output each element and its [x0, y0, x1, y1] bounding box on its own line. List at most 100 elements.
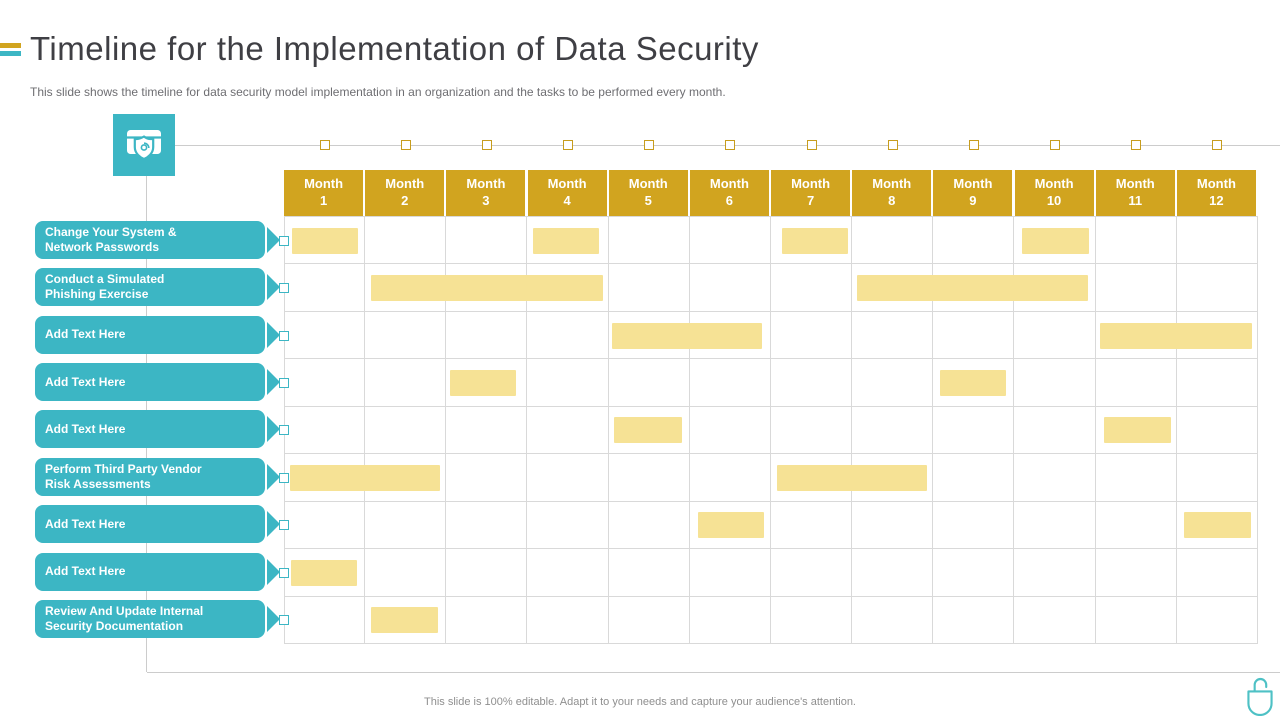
gantt-row [279, 217, 1258, 265]
grid-cell [1015, 501, 1096, 549]
month-header-10: Month 10 [1014, 170, 1094, 216]
grid-cell [609, 406, 690, 454]
task-label[interactable]: Add Text Here [35, 363, 265, 402]
task-label-arrow-icon [267, 606, 280, 633]
timeline-node-marker [887, 140, 898, 150]
gantt-bar[interactable] [857, 275, 1088, 302]
gantt-bar[interactable] [370, 275, 603, 302]
task-label[interactable]: Change Your System & Network Passwords [35, 220, 265, 259]
grid-cell [1177, 406, 1258, 454]
timeline-node-marker [644, 140, 655, 150]
task-label[interactable]: Review And Update Internal Security Docu… [35, 600, 265, 639]
gantt-bar[interactable] [776, 464, 927, 491]
timeline-node-marker [725, 140, 736, 150]
grid-cell [933, 359, 1015, 406]
gantt-bar[interactable] [292, 227, 358, 254]
gantt-bar[interactable] [289, 464, 440, 491]
grid-cell [284, 501, 366, 549]
grid-cell [1177, 217, 1258, 264]
grid-cell [609, 454, 690, 501]
grid-cell [1096, 359, 1177, 406]
row-node-marker [279, 235, 289, 246]
month-header-1: Month 1 [284, 170, 364, 216]
grid-cell [852, 549, 934, 596]
gantt-row [279, 549, 1258, 597]
grid-cell [690, 217, 771, 264]
grid-cell [690, 264, 771, 311]
row-node-marker [279, 378, 289, 389]
task-label[interactable]: Add Text Here [35, 552, 265, 591]
grid-cell [933, 454, 1015, 501]
row-node-marker [279, 283, 289, 294]
grid-cell [852, 359, 934, 406]
gantt-bar[interactable] [533, 227, 599, 254]
timeline-node-marker [1131, 140, 1142, 150]
footer-divider [147, 672, 1280, 673]
gantt-bar[interactable] [370, 607, 439, 634]
row-node-marker [279, 567, 289, 578]
month-header-5: Month 5 [608, 170, 688, 216]
gantt-bar[interactable] [939, 370, 1007, 397]
grid-cell [852, 501, 934, 549]
gantt-bar[interactable] [450, 370, 517, 397]
task-label[interactable]: Add Text Here [35, 505, 265, 544]
task-label-wrap: Review And Update Internal Security Docu… [35, 600, 283, 639]
gantt-bar[interactable] [611, 322, 763, 349]
grid-cell [528, 217, 609, 264]
grid-cell [852, 311, 934, 359]
grid-cell [771, 359, 853, 406]
grid-cell [1177, 311, 1258, 359]
grid-cell [528, 406, 609, 454]
gantt-bar[interactable] [697, 512, 764, 539]
grid-cell [609, 596, 690, 643]
grid-cell [1096, 264, 1177, 311]
task-label-arrow-icon [267, 321, 280, 348]
grid-cell [771, 549, 853, 596]
task-label[interactable]: Add Text Here [35, 410, 265, 449]
grid-cell [365, 406, 447, 454]
timeline-node-marker [1050, 140, 1061, 150]
gantt-row [279, 454, 1258, 502]
task-label-wrap: Add Text Here [35, 363, 283, 402]
task-label-arrow-icon [267, 558, 280, 585]
gantt-bar[interactable] [614, 417, 682, 444]
gantt-bar[interactable] [291, 559, 358, 586]
grid-cell [771, 311, 853, 359]
grid-cell [771, 501, 853, 549]
grid-cell [690, 549, 771, 596]
grid-cell [1177, 359, 1258, 406]
grid-cell [771, 406, 853, 454]
gantt-bar[interactable] [781, 227, 849, 254]
grid-cell [1096, 549, 1177, 596]
gantt-bar[interactable] [1184, 512, 1251, 539]
grid-cell [852, 217, 934, 264]
gantt-bar[interactable] [1099, 322, 1253, 349]
task-label[interactable]: Add Text Here [35, 315, 265, 354]
grid-cell [1177, 549, 1258, 596]
grid-cell [365, 501, 447, 549]
task-label[interactable]: Perform Third Party Vendor Risk Assessme… [35, 457, 265, 496]
grid-cell [1015, 406, 1096, 454]
task-label-arrow-icon [267, 369, 280, 396]
gantt-row [279, 359, 1258, 407]
task-label-wrap: Perform Third Party Vendor Risk Assessme… [35, 457, 283, 496]
grid-cell [1096, 454, 1177, 501]
grid-cell [528, 359, 609, 406]
grid-cell [690, 454, 771, 501]
grid-cell [1096, 501, 1177, 549]
gantt-bar[interactable] [1103, 417, 1172, 444]
page-title: Timeline for the Implementation of Data … [30, 30, 759, 67]
month-header-12: Month 12 [1176, 170, 1256, 216]
grid-cell [528, 264, 609, 311]
timeline-node-marker [1212, 140, 1223, 150]
gantt-bar[interactable] [1021, 227, 1090, 254]
grid-cell [1015, 549, 1096, 596]
data-security-shield-icon [113, 114, 175, 176]
task-label-wrap: Conduct a Simulated Phishing Exercise [35, 268, 283, 307]
gantt-row [279, 501, 1258, 550]
timeline-node-marker [968, 140, 979, 150]
grid-cell [933, 596, 1015, 643]
task-label[interactable]: Conduct a Simulated Phishing Exercise [35, 268, 265, 307]
grid-cell [690, 406, 771, 454]
grid-cell [365, 596, 447, 643]
